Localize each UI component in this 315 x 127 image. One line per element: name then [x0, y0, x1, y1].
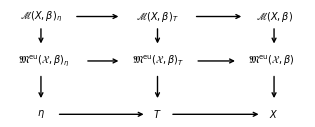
Text: $\boldsymbol{\mathscr{M}}(X,\beta)_{\eta}$: $\boldsymbol{\mathscr{M}}(X,\beta)_{\eta…: [20, 9, 62, 24]
Text: $X$: $X$: [269, 108, 279, 120]
Text: $\eta$: $\eta$: [37, 108, 45, 120]
Text: $\mathfrak{M}^{\mathrm{eu}}(\mathcal{X},\beta)_T$: $\mathfrak{M}^{\mathrm{eu}}(\mathcal{X},…: [132, 54, 183, 68]
Text: $\boldsymbol{\mathscr{M}}(X,\beta)$: $\boldsymbol{\mathscr{M}}(X,\beta)$: [255, 10, 293, 23]
Text: $T$: $T$: [153, 108, 162, 120]
Text: $\boldsymbol{\mathscr{M}}(X,\beta)_T$: $\boldsymbol{\mathscr{M}}(X,\beta)_T$: [136, 10, 179, 23]
Text: $\mathfrak{M}^{\mathrm{eu}}(\mathcal{X},\beta)$: $\mathfrak{M}^{\mathrm{eu}}(\mathcal{X},…: [248, 54, 294, 68]
Text: $\mathfrak{M}^{\mathrm{eu}}(\mathcal{X},\beta)_{\eta}$: $\mathfrak{M}^{\mathrm{eu}}(\mathcal{X},…: [19, 54, 70, 68]
